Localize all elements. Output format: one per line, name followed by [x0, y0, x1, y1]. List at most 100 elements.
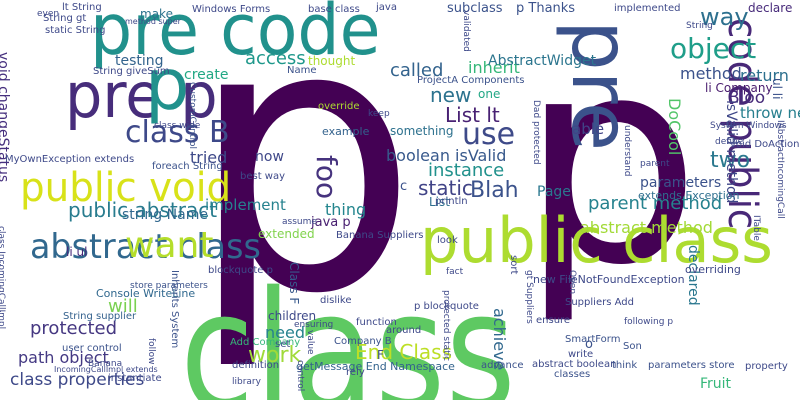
cloud-word: Inherits System [169, 270, 180, 349]
cloud-word: overriding [685, 263, 741, 276]
cloud-word: implemented [614, 3, 681, 14]
cloud-word: Son [623, 341, 642, 352]
cloud-word: ProjectA Components [417, 75, 525, 86]
cloud-word: best way [240, 171, 286, 182]
cloud-word: String giveSum [93, 66, 170, 77]
cloud-word: p [520, 0, 701, 328]
cloud-word: follow [146, 338, 156, 365]
cloud-word: make [140, 7, 173, 21]
cloud-word: SmartForm [565, 334, 621, 345]
cloud-word: write [568, 349, 594, 360]
cloud-word: even [37, 9, 60, 19]
cloud-word: p [188, 0, 419, 375]
cloud-word: set [275, 339, 291, 350]
cloud-word: public void [20, 165, 232, 211]
cloud-word: create [184, 67, 229, 83]
cloud-word: sort [508, 255, 519, 275]
cloud-word: validated [461, 10, 471, 52]
cloud-word: class [180, 256, 516, 400]
cloud-word: Dad protected [531, 100, 541, 165]
cloud-word: pre code [90, 0, 381, 71]
cloud-word: extends Exception [638, 189, 740, 202]
cloud-word: need [265, 323, 305, 342]
cloud-word: Class F [287, 262, 301, 305]
cloud-word: gt Suppliers [524, 270, 534, 324]
cloud-word: access [245, 48, 306, 69]
cloud-word: new [430, 83, 472, 107]
cloud-word: thought [308, 54, 356, 68]
cloud-word: ensure [536, 315, 571, 326]
cloud-word: p Thanks [516, 1, 576, 16]
cloud-word: Banana Suppliers [336, 230, 424, 241]
cloud-word: property [745, 361, 788, 372]
cloud-word: java [376, 2, 397, 13]
cloud-word: called [390, 60, 444, 81]
cloud-word: boolean isValid [386, 146, 507, 165]
cloud-word: string Name [122, 207, 208, 223]
cloud-word: class wide [154, 121, 201, 131]
cloud-word: AbstractWidget [488, 53, 597, 69]
cloud-word: Name [287, 65, 317, 76]
cloud-word: throw new [740, 104, 800, 122]
cloud-word: object [670, 32, 757, 65]
cloud-word: something [390, 124, 454, 138]
cloud-word: new FileNotFoundException [533, 273, 685, 286]
cloud-word: abstract class [30, 227, 261, 267]
cloud-word: IAbstractIncomingCall [775, 120, 785, 219]
cloud-word: p blockquote [414, 301, 479, 312]
cloud-word: control [295, 360, 305, 392]
cloud-word: static [418, 176, 473, 200]
cloud-word: Banana [88, 359, 123, 369]
cloud-word: thing [325, 200, 367, 219]
cloud-word: understand [622, 125, 632, 177]
cloud-word: li Company [705, 81, 773, 95]
cloud-word: CustomControl [187, 82, 197, 150]
cloud-word: want [125, 225, 214, 266]
cloud-word: class properties [10, 370, 145, 390]
cloud-word: store parameters [130, 281, 208, 291]
cloud-word: declare [748, 1, 793, 15]
cloud-word: example [322, 125, 370, 138]
cloud-word: class B [125, 115, 230, 150]
cloud-word: c [400, 179, 408, 194]
cloud-word: public abstract [68, 198, 218, 222]
cloud-word: define [715, 137, 744, 147]
cloud-word: Bloo [728, 88, 766, 108]
cloud-word: assume [282, 217, 317, 227]
cloud-word: use [462, 117, 516, 152]
cloud-word: classes [554, 369, 591, 380]
cloud-word: MyOwnException extends [5, 154, 135, 165]
cloud-word: isValid method [723, 100, 739, 204]
cloud-word: extended [258, 227, 315, 241]
cloud-word: will [108, 296, 138, 317]
cloud-word: testing [115, 53, 164, 69]
cloud-word: Windows Forms [192, 4, 271, 15]
cloud-word: ul li [770, 78, 784, 100]
cloud-word: java p [311, 215, 351, 230]
cloud-word: parent [640, 159, 670, 169]
cloud-word: ensuring [294, 320, 334, 330]
cloud-word: around [386, 325, 422, 336]
cloud-word: return [740, 66, 789, 85]
cloud-word: definition [232, 360, 280, 371]
cloud-word: think [612, 360, 638, 371]
cloud-word: rely [346, 367, 365, 378]
cloud-word: path object [18, 348, 109, 367]
cloud-word: method [680, 64, 742, 83]
cloud-word: class IncomingCallImpl [0, 226, 6, 330]
cloud-word: String [686, 21, 713, 31]
cloud-word: Fruit [700, 376, 732, 392]
cloud-word: IncomingCallImpl extends [54, 365, 158, 374]
cloud-word: one [478, 87, 501, 101]
cloud-word: println [435, 196, 468, 207]
cloud-word: List lt [445, 103, 500, 127]
cloud-word: li ul [66, 245, 88, 259]
cloud-word: Open [567, 270, 577, 295]
cloud-word: String gt [43, 13, 87, 24]
cloud-word: two [710, 148, 751, 173]
cloud-word: parent method [588, 193, 723, 214]
cloud-word: public class [420, 204, 773, 277]
cloud-word: p [145, 44, 190, 126]
cloud-word: instance [428, 160, 505, 181]
cloud-word: protected static [441, 290, 451, 362]
